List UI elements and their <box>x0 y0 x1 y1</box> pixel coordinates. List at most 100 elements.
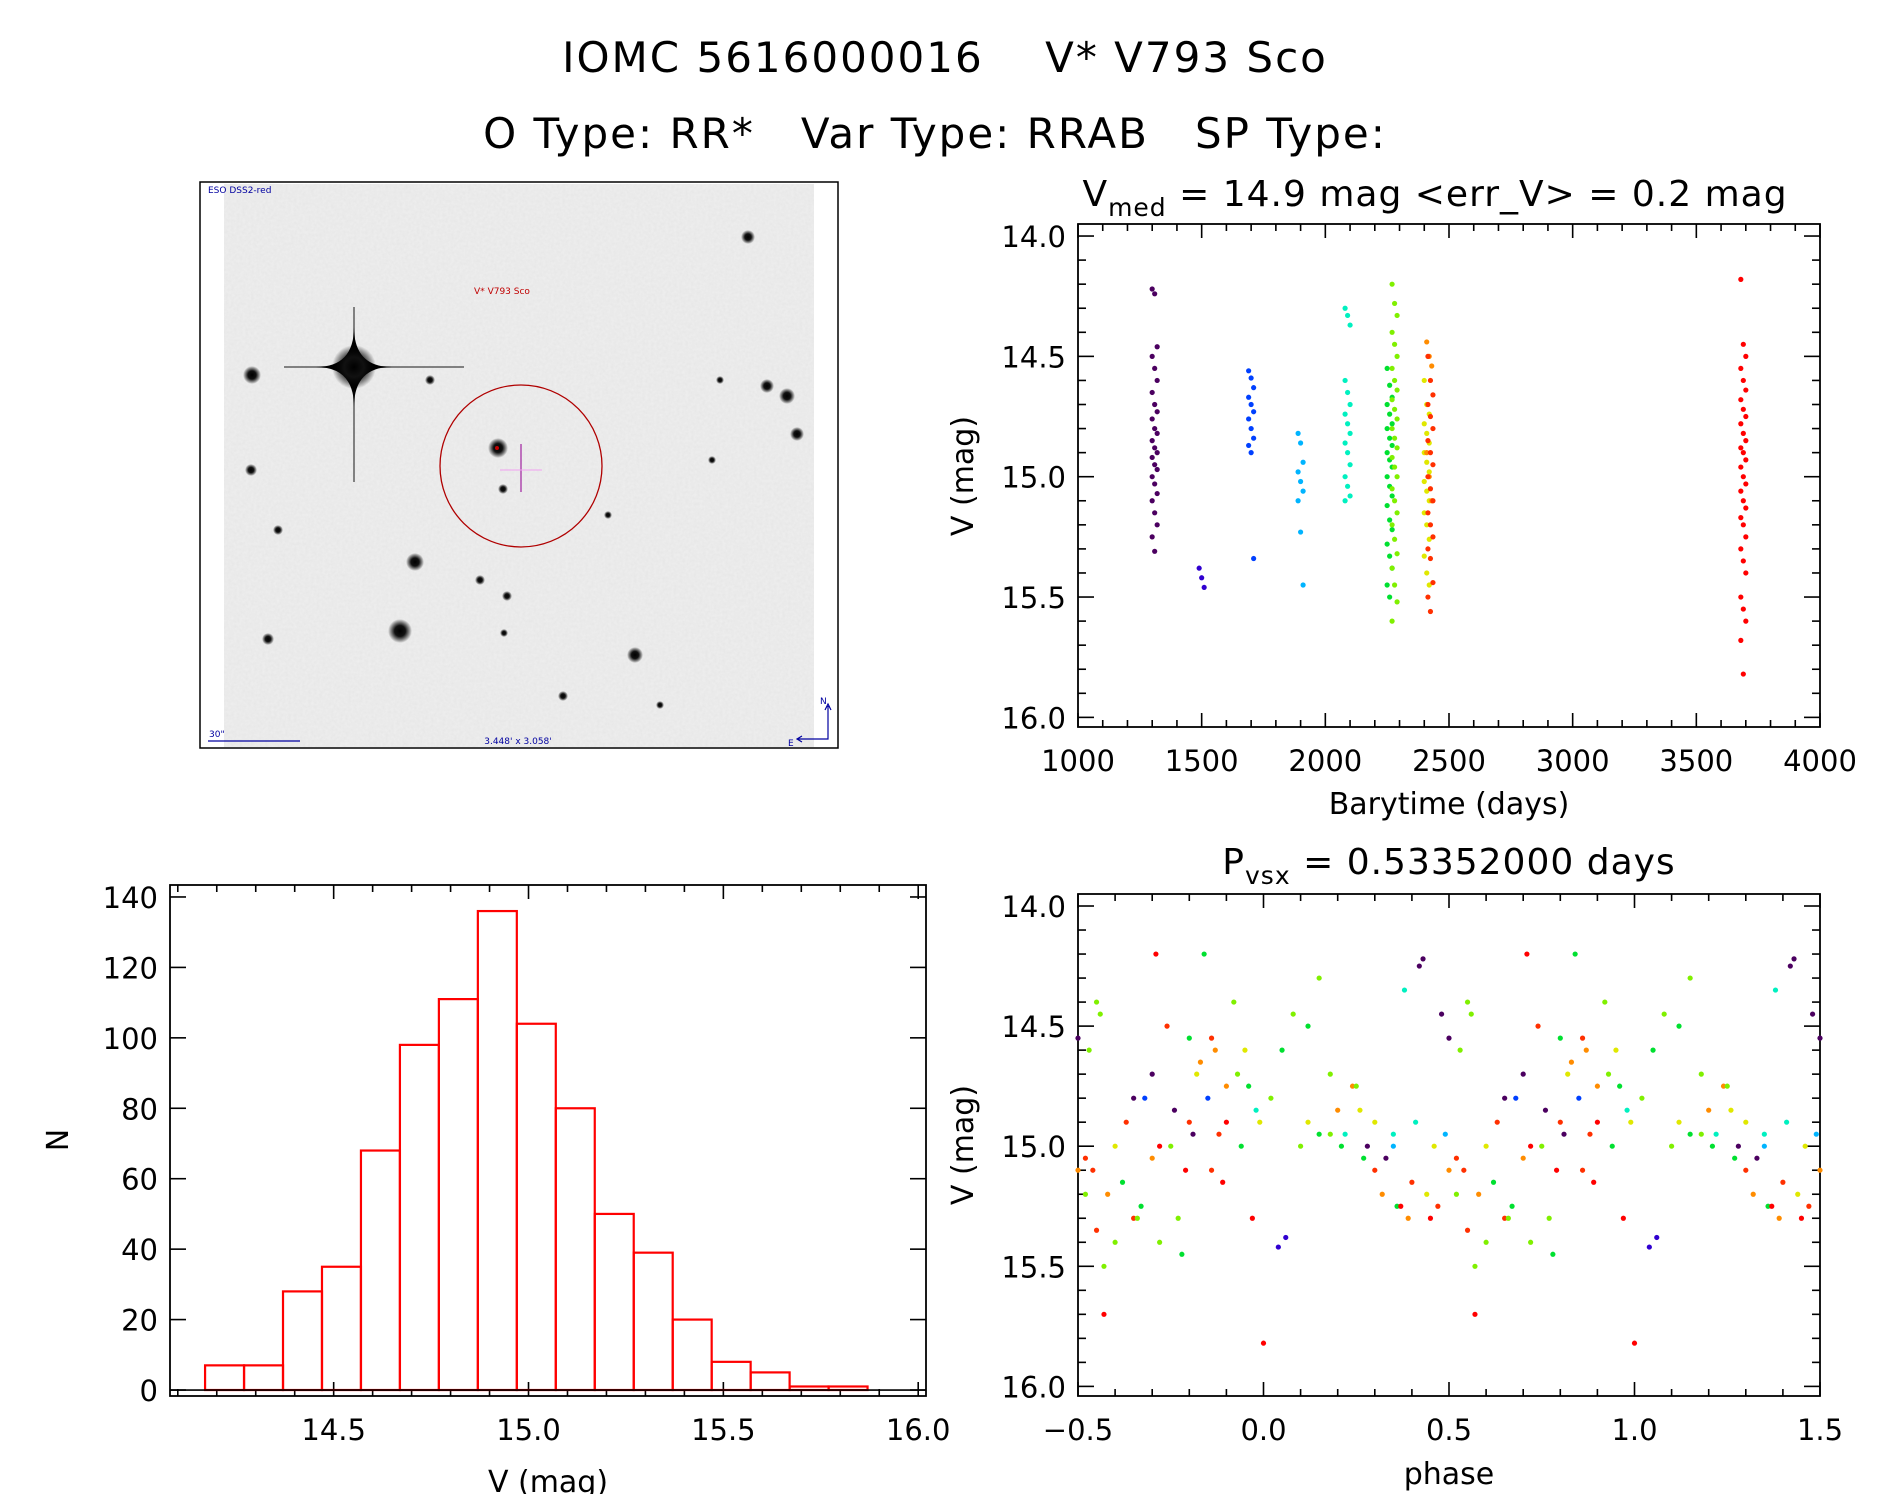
phase-point <box>1605 1071 1612 1077</box>
phase-point <box>1216 1131 1222 1137</box>
light-curve-xtick-label: 2000 <box>1288 744 1362 778</box>
light-curve-point <box>1389 522 1395 528</box>
phase-point <box>1750 1191 1756 1197</box>
phase-point <box>1082 1155 1089 1161</box>
light-curve-point <box>1154 522 1160 528</box>
phase-point <box>1579 1035 1586 1041</box>
phase-point <box>1483 1143 1489 1149</box>
light-curve-point <box>1421 377 1427 384</box>
phase-point <box>1780 1179 1786 1185</box>
phase-point <box>1505 1215 1511 1221</box>
phase-point <box>1390 1143 1396 1149</box>
histogram-bar <box>359 1149 402 1392</box>
phase-point <box>1398 1203 1404 1209</box>
light-curve-point <box>1295 498 1301 504</box>
pvsx-value: = 0.53352000 days <box>1291 842 1676 883</box>
phase-point <box>1157 1143 1163 1149</box>
phase-point <box>1791 956 1797 962</box>
phase-point <box>1735 1143 1741 1149</box>
phase-point <box>1483 1239 1489 1245</box>
phase-plot: Pvsx = 0.53352000 days phase V (mag) −0.… <box>946 842 1843 1492</box>
phase-point <box>1238 1143 1244 1149</box>
phase-point <box>1661 1011 1667 1017</box>
light-curve-ytick-label: 16.0 <box>1001 701 1066 735</box>
phase-point <box>1650 1047 1656 1053</box>
light-curve-point <box>1149 389 1155 396</box>
light-curve-point <box>1389 493 1395 499</box>
light-curve-point <box>1738 488 1744 494</box>
phase-point <box>1609 1143 1615 1149</box>
light-curve-point <box>1344 389 1351 396</box>
star <box>604 511 612 519</box>
phase-xtick-label: 1.5 <box>1797 1413 1843 1447</box>
phase-point <box>1446 1035 1452 1041</box>
phase-point <box>1093 1227 1100 1233</box>
phase-point <box>1438 1011 1445 1017</box>
phase-point <box>1639 1095 1645 1101</box>
phase-point <box>1194 1071 1200 1077</box>
phase-point <box>1223 1119 1229 1125</box>
light-curve-point <box>1384 365 1390 372</box>
phase-point <box>1520 1155 1526 1161</box>
phase-point <box>1795 1191 1801 1197</box>
phase-point <box>1149 1155 1155 1161</box>
phase-point <box>1806 1203 1812 1209</box>
light-curve-point <box>1389 281 1395 287</box>
light-curve-point <box>1424 570 1430 576</box>
phase-point <box>1179 1251 1185 1257</box>
phase-point <box>1186 1119 1192 1125</box>
phase-point <box>1082 1191 1089 1197</box>
phase-point <box>1669 1143 1675 1149</box>
phase-point <box>1576 1095 1582 1101</box>
light-curve-point <box>1424 339 1430 345</box>
phase-point <box>1101 1263 1107 1269</box>
phase-point <box>1327 1131 1333 1137</box>
phase-point <box>1579 1167 1586 1173</box>
light-curve-point <box>1426 582 1432 588</box>
phase-point <box>1583 1047 1589 1053</box>
star <box>262 633 274 645</box>
light-curve-point <box>1743 570 1749 576</box>
light-curve-point <box>1425 438 1431 444</box>
light-curve-point <box>1389 425 1395 432</box>
light-curve-xtick-label: 1000 <box>1041 744 1115 778</box>
phase-point <box>1246 1083 1252 1089</box>
light-curve-point <box>1743 481 1749 487</box>
light-curve-point <box>1740 377 1746 384</box>
histogram-xtick-label: 14.5 <box>301 1413 366 1447</box>
light-curve-point <box>1743 457 1749 463</box>
histogram-bar <box>398 1043 440 1392</box>
phase-ytick-label: 15.5 <box>1001 1250 1066 1284</box>
phase-point <box>1528 1239 1534 1245</box>
light-curve-point <box>1387 594 1393 600</box>
phase-point <box>1268 1095 1274 1101</box>
phase-point <box>1813 1131 1819 1137</box>
light-curve-point <box>1152 445 1158 451</box>
light-curve-point <box>1427 413 1434 420</box>
phase-point <box>1112 1143 1118 1149</box>
phase-point <box>1769 1203 1775 1209</box>
light-curve-xtick-label: 4000 <box>1783 744 1857 778</box>
light-curve-point <box>1298 440 1304 446</box>
light-curve-point <box>1199 575 1205 581</box>
phase-point <box>1502 1095 1508 1101</box>
phase-point <box>1335 1107 1341 1113</box>
phase-point <box>1553 1167 1560 1173</box>
phase-point <box>1275 1244 1281 1250</box>
phase-point <box>1798 1215 1805 1221</box>
light-curve-point <box>1394 599 1400 605</box>
phase-point <box>1420 956 1426 962</box>
finder-chart: V* V793 Sco ESO DSS2-red 30" 3.448' x 3.… <box>199 181 839 749</box>
histogram-bar <box>671 1318 713 1392</box>
light-curve-xtick-label: 2500 <box>1412 744 1486 778</box>
phase-point <box>1424 1191 1430 1197</box>
north-label: N <box>820 697 827 707</box>
pvsx-symbol: P <box>1222 842 1245 883</box>
histogram-ytick-label: 40 <box>121 1233 158 1267</box>
phase-point <box>1413 1119 1419 1125</box>
light-curve-point <box>1430 534 1436 540</box>
light-curve-point <box>1384 502 1390 509</box>
histogram-ytick-label: 100 <box>103 1022 158 1056</box>
phase-point <box>1687 1131 1693 1137</box>
phase-point <box>1112 1239 1118 1245</box>
